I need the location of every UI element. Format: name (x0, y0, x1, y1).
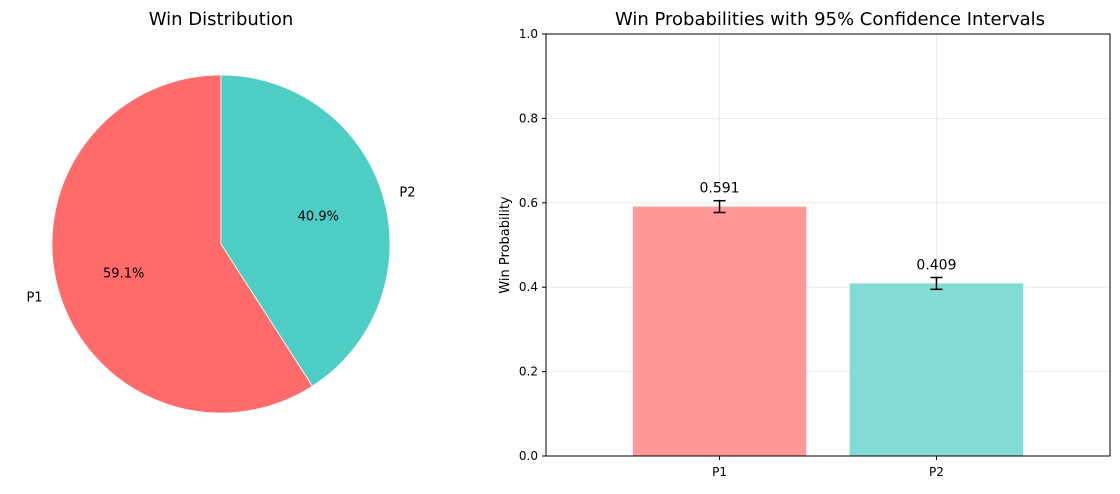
bar-chart: Win Probabilities with 95% Confidence In… (498, 9, 1111, 479)
bar-p2 (849, 283, 1024, 456)
x-tick-label-p2: P2 (929, 465, 944, 479)
pie-pct-label-p1: 59.1% (103, 267, 144, 282)
pie-label-p2: P2 (399, 186, 415, 201)
y-tick-label: 0.8 (519, 111, 538, 125)
y-axis-label: Win Probability (498, 196, 513, 294)
bar-value-label-p2: 0.409 (916, 258, 956, 274)
pie-chart: Win Distribution P1 59.1% P2 40.9% (26, 9, 416, 414)
pie-title: Win Distribution (149, 9, 294, 30)
error-bar-p1 (713, 199, 726, 214)
bar-value-label-p1: 0.591 (699, 181, 739, 197)
y-tick-label: 0.6 (519, 196, 538, 210)
axes-frame (545, 33, 1111, 457)
x-tick-label-p1: P1 (712, 465, 727, 479)
y-tick-label: 0.4 (519, 280, 538, 294)
bar-title: Win Probabilities with 95% Confidence In… (615, 9, 1045, 30)
y-tick-label: 0.0 (519, 449, 538, 463)
pie-slice-p1 (51, 74, 314, 414)
pie-pct-label-p2: 40.9% (298, 209, 339, 224)
bar-p1 (632, 206, 807, 456)
pie-label-p1: P1 (26, 290, 42, 305)
error-bar-p2 (930, 276, 943, 291)
y-tick-label: 1.0 (519, 27, 538, 41)
pie-slice-p2 (220, 74, 391, 387)
y-tick-label: 0.2 (519, 365, 538, 379)
